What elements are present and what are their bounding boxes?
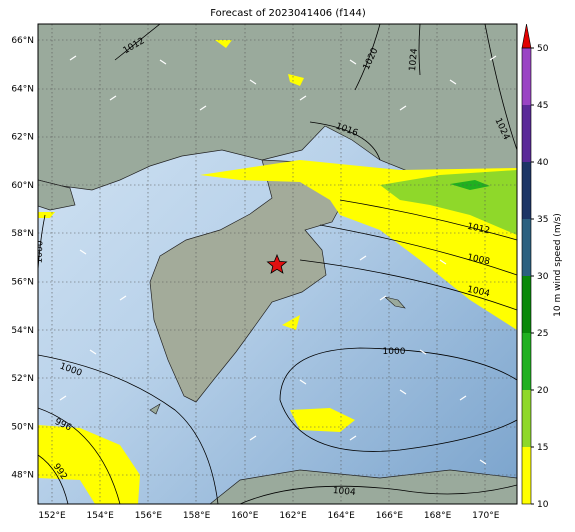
lon-label: 168°E: [424, 511, 452, 521]
title: Forecast of 2023041406 (f144): [210, 8, 366, 19]
lat-label: 56°N: [11, 278, 34, 288]
lon-label: 166°E: [376, 511, 404, 521]
land-west: [38, 179, 76, 211]
lat-label: 50°N: [11, 422, 34, 432]
graticule: [38, 24, 517, 504]
colorbar-tick-label: 25: [537, 329, 548, 339]
map-frame: [37, 23, 518, 505]
colorbar-segment: [522, 447, 531, 504]
axis-labels: 66°N 64°N 62°N 60°N 58°N 56°N 54°N 52°N 50°N 48°N…: [11, 36, 499, 521]
contour-label: 1024: [408, 48, 420, 72]
contour-label: 1004: [466, 285, 491, 300]
colorbar-tick-label: 45: [537, 101, 548, 111]
colorbar-tick-label: 10: [537, 500, 549, 510]
lat-label: 54°N: [11, 326, 34, 336]
colorbar-segment: [522, 333, 531, 390]
contour-label: 1012: [466, 222, 490, 237]
lat-label: 48°N: [11, 471, 34, 481]
wind-barbs: [59, 55, 497, 465]
lon-label: 152°E: [38, 511, 66, 521]
wind-10-15: [38, 40, 355, 504]
colorbar-tick-label: 30: [537, 272, 549, 282]
land-kamchatka: [149, 159, 346, 403]
map: 1012 1020 1024 1024 1016 1000 1012 1008 …: [35, 24, 517, 504]
lon-label: 162°E: [279, 511, 307, 521]
islands: [149, 296, 406, 415]
colorbar: 10 15 20 25 30 35 40 45 50: [521, 23, 549, 510]
colorbar-segment: [522, 390, 531, 447]
colorbar-segment: [522, 276, 531, 333]
colorbar-segment: [522, 105, 531, 162]
contour-label: 1004: [332, 486, 356, 498]
lat-label: 62°N: [11, 133, 34, 143]
lat-label: 64°N: [11, 84, 34, 94]
lon-label: 156°E: [135, 511, 163, 521]
contour-label: 1000: [35, 240, 46, 264]
isobars: [38, 24, 517, 504]
lat-label: 52°N: [11, 374, 34, 384]
colorbar-segment: [522, 48, 531, 105]
colorbar-extend: [521, 23, 532, 49]
colorbar-tick-label: 40: [537, 158, 549, 168]
colorbar-segment: [522, 162, 531, 219]
colorbar-segment: [522, 219, 531, 276]
lat-label: 66°N: [11, 36, 34, 46]
colorbar-tick-label: 50: [537, 44, 549, 54]
colorbar-tick-label: 15: [537, 443, 548, 453]
lon-label: 154°E: [87, 511, 115, 521]
contour-label: 1000: [383, 347, 406, 357]
contour-label: 1008: [466, 253, 491, 268]
lat-label: 60°N: [11, 181, 34, 191]
lon-label: 164°E: [328, 511, 356, 521]
colorbar-label: 10 m wind speed (m/s): [553, 213, 563, 317]
colorbar-tick-label: 35: [537, 215, 548, 225]
colorbar-tick-label: 20: [537, 386, 549, 396]
lat-label: 58°N: [11, 229, 34, 239]
location-star: [266, 253, 288, 274]
lon-label: 160°E: [231, 511, 259, 521]
lon-label: 158°E: [183, 511, 211, 521]
lon-label: 170°E: [472, 511, 500, 521]
